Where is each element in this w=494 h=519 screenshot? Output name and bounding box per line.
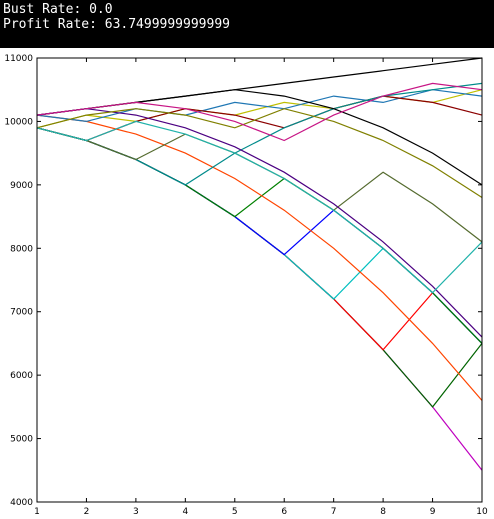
series-line: [36, 82, 483, 142]
series-line: [36, 89, 483, 123]
x-tick-label: 7: [331, 507, 337, 517]
terminal-line: Bust Rate: 0.0: [3, 2, 113, 17]
terminal-line: Profit Rate: 63.7499999999999: [3, 17, 230, 32]
x-tick-label: 5: [232, 507, 238, 517]
chart: 4000 5000 6000 7000 8000 9000 10000 11000 1 2 3 4 5 6…: [0, 48, 494, 519]
x-tick-label: 2: [84, 507, 90, 517]
x-tick-label: 9: [430, 507, 436, 517]
series-line: [36, 120, 483, 294]
x-tick-label: 8: [380, 507, 386, 517]
y-tick-label: 6000: [10, 371, 33, 381]
y-tick-label: 10000: [4, 117, 33, 127]
y-tick-label: 4000: [10, 498, 33, 508]
y-tick-label: 7000: [10, 308, 33, 318]
x-tick-label: 1: [34, 507, 40, 517]
plot-frame: [36, 57, 483, 503]
x-tick-label: 4: [182, 507, 188, 517]
y-tick-label: 8000: [10, 244, 33, 254]
x-tick-label: 3: [133, 507, 139, 517]
x-tick-label: 10: [476, 507, 488, 517]
series-line: [36, 108, 483, 199]
series-line: [36, 114, 483, 401]
y-tick-label: 11000: [4, 54, 33, 64]
y-tick-label: 9000: [10, 181, 33, 191]
x-tick-label: 6: [281, 507, 287, 517]
y-tick-label: 5000: [10, 435, 33, 445]
